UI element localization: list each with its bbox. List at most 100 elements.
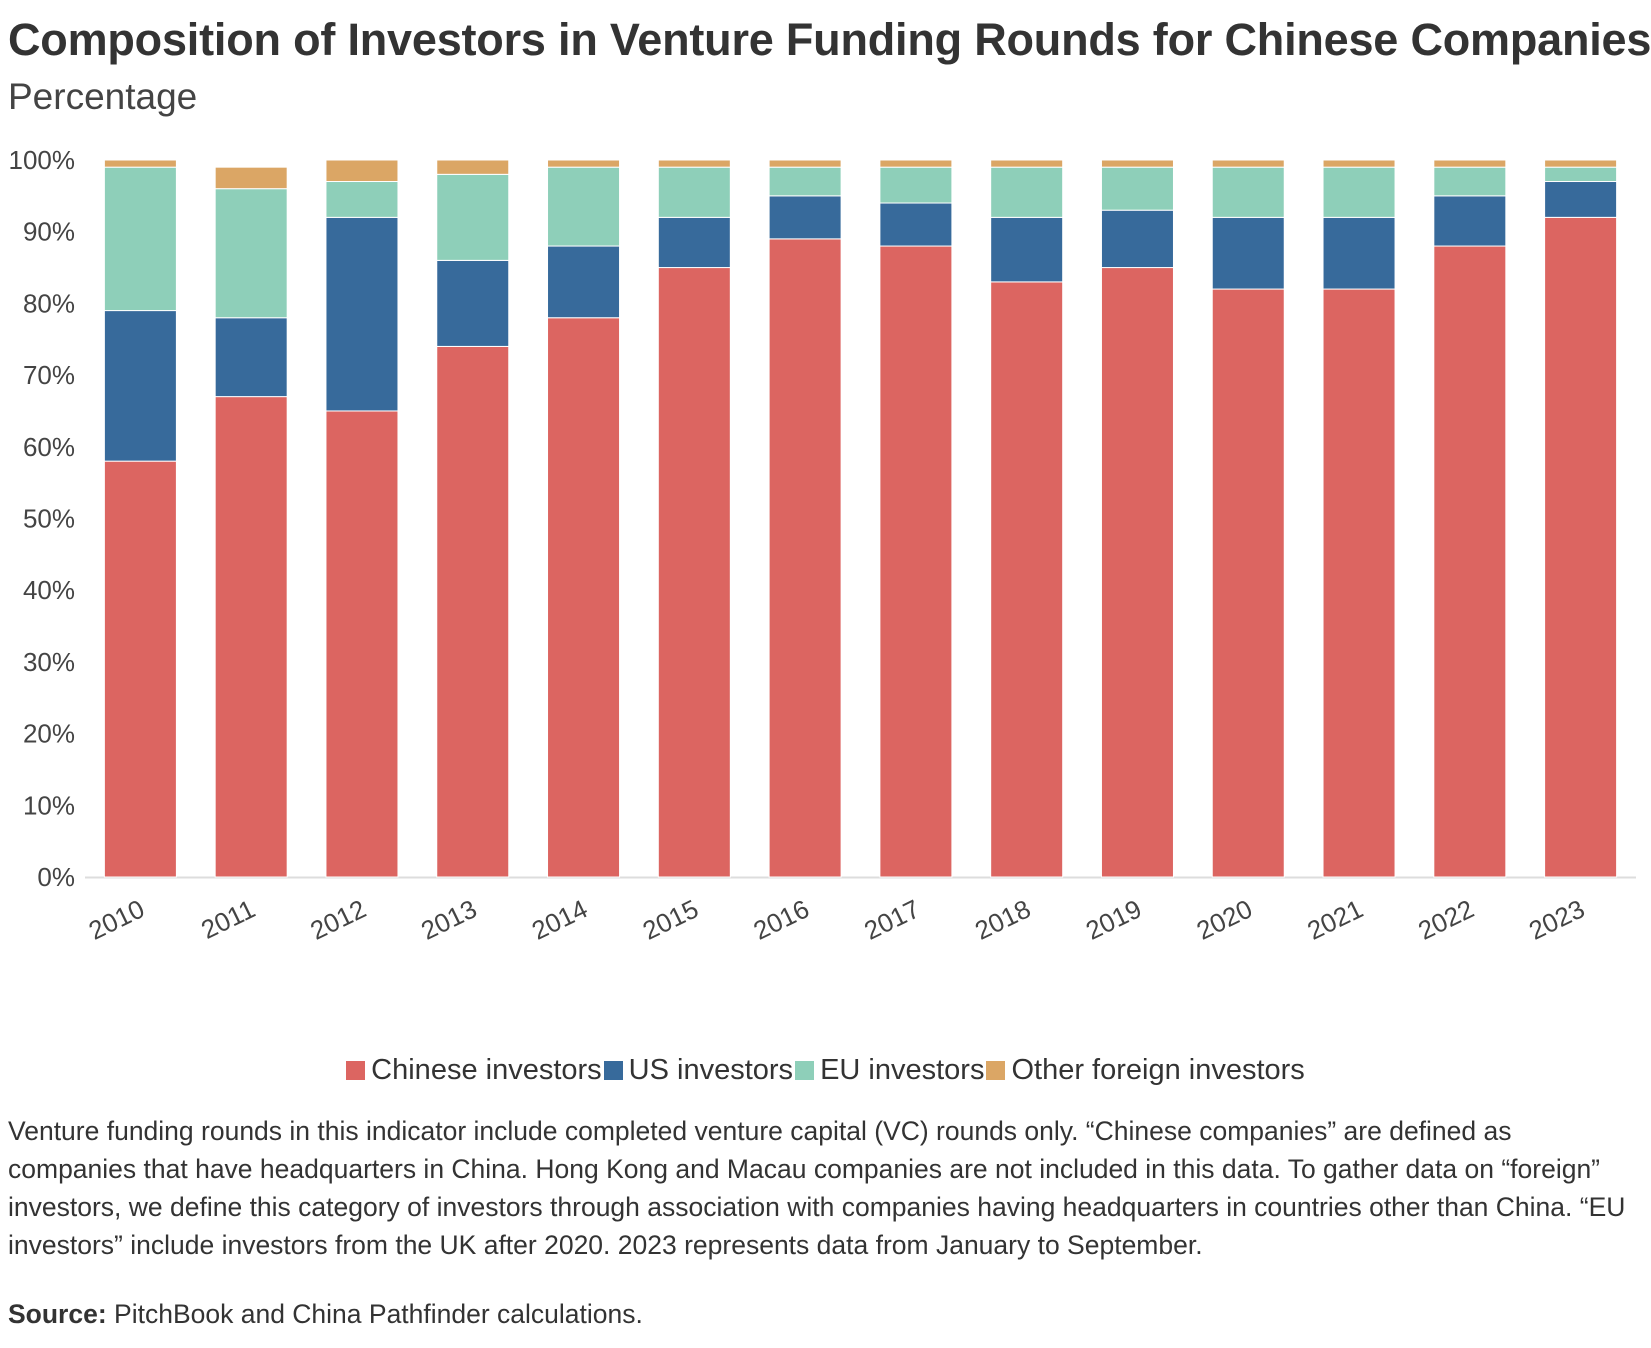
bar-segment-other-foreign-investors — [768, 159, 842, 168]
legend-swatch — [986, 1061, 1006, 1080]
bar-segment-eu-investors — [1544, 166, 1618, 183]
bar-segment-us-investors — [547, 245, 621, 319]
bar-segment-chinese-investors — [1433, 245, 1507, 878]
bar-stack-2012 — [325, 159, 399, 878]
bar-segment-chinese-investors — [547, 317, 621, 878]
bar-stack-2016 — [768, 159, 842, 878]
y-tick-label: 70% — [23, 360, 75, 390]
bar-segment-chinese-investors — [1544, 216, 1618, 878]
x-tick-label: 2015 — [638, 893, 703, 945]
bar-stack-2010 — [103, 159, 177, 878]
bar-segment-us-investors — [1211, 216, 1285, 290]
bar-segment-chinese-investors — [325, 410, 399, 878]
bar-stack-2018 — [990, 159, 1064, 878]
bar-stack-2022 — [1433, 159, 1507, 878]
x-tick-label: 2010 — [84, 893, 149, 945]
bar-segment-other-foreign-investors — [990, 159, 1064, 168]
x-tick-label: 2014 — [527, 893, 592, 945]
bar-segment-chinese-investors — [657, 267, 731, 878]
legend-swatch — [346, 1061, 366, 1080]
y-tick-label: 40% — [23, 575, 75, 605]
bar-segment-us-investors — [325, 216, 399, 412]
chart-source: Source: PitchBook and China Pathfinder c… — [8, 1299, 643, 1330]
bar-stack-2015 — [657, 159, 731, 878]
bar-stack-2013 — [436, 159, 510, 878]
x-tick-label: 2012 — [305, 893, 370, 945]
bar-segment-other-foreign-investors — [1544, 159, 1618, 168]
legend-item-eu-investors: EU investors — [795, 1054, 984, 1087]
bar-segment-eu-investors — [879, 166, 953, 204]
x-tick-label: 2023 — [1524, 893, 1589, 945]
bar-segment-eu-investors — [103, 166, 177, 312]
x-tick-label: 2020 — [1192, 893, 1257, 945]
bar-segment-other-foreign-investors — [1433, 159, 1507, 168]
bar-segment-other-foreign-investors — [325, 159, 399, 183]
bar-stack-2014 — [547, 159, 621, 878]
legend-label: Other foreign investors — [1011, 1054, 1305, 1086]
bar-segment-eu-investors — [657, 166, 731, 218]
y-axis: 0% 10% 20% 30% 40% 50% 60% 70% 80% 90% 100% — [9, 145, 1636, 892]
x-tick-label: 2018 — [970, 893, 1035, 945]
bar-stacks — [103, 159, 1618, 878]
bar-stack-2021 — [1322, 159, 1396, 878]
chart-note: Venture funding rounds in this indicator… — [8, 1116, 1626, 1260]
bar-segment-chinese-investors — [879, 245, 953, 878]
bar-segment-us-investors — [990, 216, 1064, 283]
x-tick-label: 2021 — [1303, 893, 1368, 945]
x-tick-label: 2022 — [1413, 893, 1478, 945]
y-tick-label: 100% — [9, 145, 76, 175]
bar-segment-eu-investors — [1433, 166, 1507, 197]
bar-segment-eu-investors — [768, 166, 842, 197]
legend-label: EU investors — [820, 1054, 985, 1086]
bar-segment-chinese-investors — [103, 460, 177, 878]
y-tick-label: 50% — [23, 504, 75, 534]
legend-item-us-investors: US investors — [603, 1054, 794, 1087]
bar-segment-other-foreign-investors — [436, 159, 510, 175]
bar-segment-other-foreign-investors — [1211, 159, 1285, 168]
x-tick-label: 2011 — [196, 893, 259, 944]
bar-stack-2017 — [879, 159, 953, 878]
bar-segment-eu-investors — [1100, 166, 1174, 211]
legend-item-other-foreign-investors: Other foreign investors — [986, 1054, 1305, 1087]
x-axis: 2010 2011 2012 2013 2014 2015 2016 2017 2018 2019… — [84, 893, 1589, 945]
legend-label: Chinese investors — [371, 1054, 602, 1086]
bar-segment-eu-investors — [214, 188, 288, 319]
x-tick-label: 2019 — [1081, 893, 1146, 945]
stacked-bar-chart: 0%10%20%30%40%50%60%70%80%90%100% 2010 20… — [9, 145, 1636, 946]
bar-segment-other-foreign-investors — [1100, 159, 1174, 168]
source-label: Source: — [8, 1299, 107, 1329]
y-tick-label: 60% — [23, 432, 75, 462]
bar-segment-us-investors — [1322, 216, 1396, 290]
bar-segment-eu-investors — [1322, 166, 1396, 218]
y-tick-label: 80% — [23, 288, 75, 318]
legend-item-chinese-investors: Chinese investors — [346, 1054, 602, 1087]
bar-segment-eu-investors — [325, 181, 399, 218]
legend-label: US investors — [628, 1054, 794, 1086]
x-tick-label: 2013 — [416, 893, 481, 945]
bar-segment-us-investors — [657, 216, 731, 269]
bar-segment-chinese-investors — [990, 281, 1064, 878]
bar-segment-us-investors — [436, 259, 510, 347]
bar-segment-other-foreign-investors — [1322, 159, 1396, 168]
bar-segment-chinese-investors — [768, 238, 842, 878]
bar-segment-other-foreign-investors — [547, 159, 621, 168]
bar-segment-other-foreign-investors — [879, 159, 953, 168]
legend-swatch — [603, 1061, 623, 1080]
x-tick-label: 2017 — [859, 893, 924, 945]
bar-stack-2023 — [1544, 159, 1618, 878]
source-text: PitchBook and China Pathfinder calculati… — [106, 1299, 643, 1329]
bar-segment-other-foreign-investors — [214, 166, 288, 190]
y-tick-label: 20% — [23, 719, 75, 749]
bar-segment-chinese-investors — [1211, 288, 1285, 878]
bar-segment-us-investors — [768, 195, 842, 240]
bar-segment-us-investors — [1544, 181, 1618, 218]
x-tick-label: 2016 — [749, 893, 814, 945]
bar-segment-other-foreign-investors — [103, 159, 177, 168]
chart-legend: Chinese investors US investors EU investor… — [0, 1054, 1651, 1087]
y-tick-label: 30% — [23, 647, 75, 677]
bar-segment-us-investors — [1433, 195, 1507, 247]
bar-segment-chinese-investors — [436, 345, 510, 878]
bar-segment-chinese-investors — [1100, 267, 1174, 878]
bar-segment-eu-investors — [547, 166, 621, 247]
chart-subtitle: Percentage — [8, 76, 198, 117]
